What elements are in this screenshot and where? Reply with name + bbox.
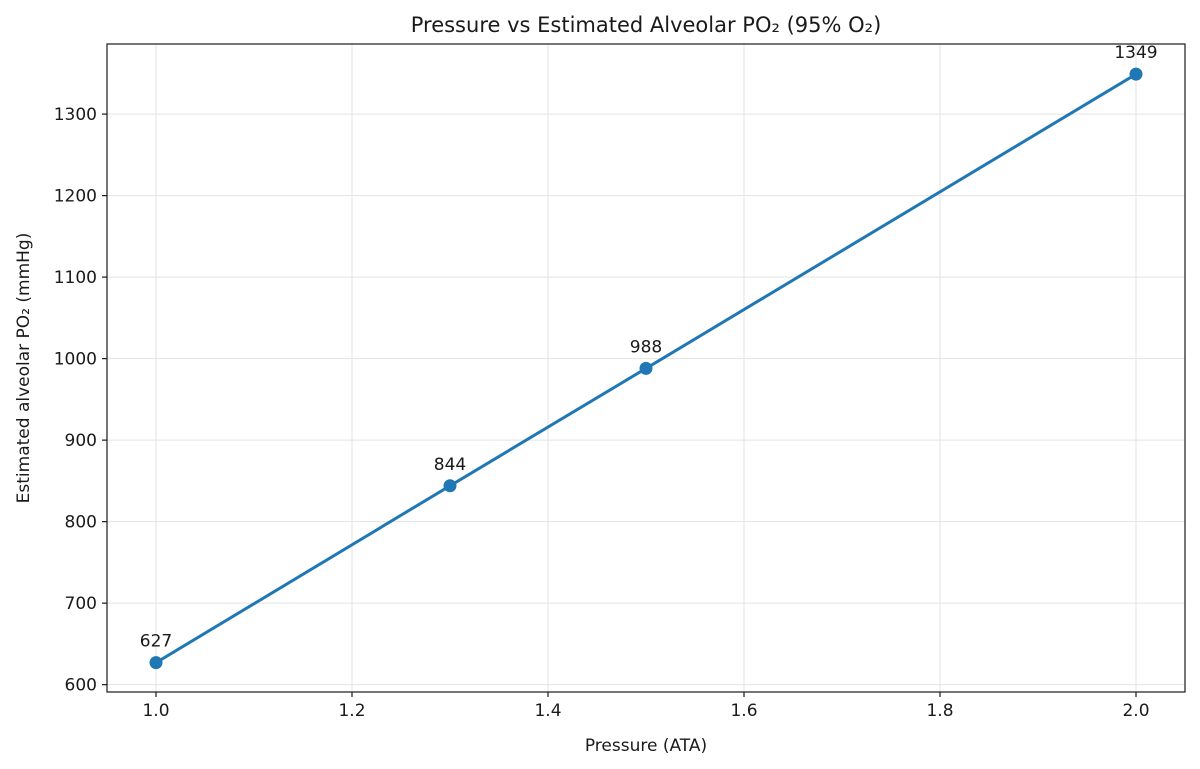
data-point	[149, 656, 163, 670]
x-tick-label: 1.4	[534, 701, 561, 721]
y-tick-label: 1100	[54, 268, 97, 288]
data-point	[639, 361, 653, 375]
x-tick-label: 1.2	[338, 701, 365, 721]
x-tick-label: 1.8	[926, 701, 953, 721]
data-point	[443, 479, 457, 493]
y-tick-label: 1300	[54, 105, 97, 125]
y-tick-label: 1200	[54, 187, 97, 207]
axis-ticks: 1.0 1.2 1.4 1.6 1.8 2.0 600 700 800 900 1000 1100 12…	[54, 105, 1150, 721]
y-axis-label: Estimated alveolar PO₂ (mmHg)	[14, 233, 34, 504]
data-label: 988	[630, 337, 662, 357]
data-label: 1349	[1114, 43, 1157, 63]
y-tick-label: 600	[65, 676, 97, 696]
data-label: 627	[140, 632, 172, 652]
y-tick-label: 700	[65, 594, 97, 614]
x-tick-label: 1.6	[730, 701, 757, 721]
data-label: 844	[434, 455, 466, 475]
x-axis-label: Pressure (ATA)	[585, 736, 707, 756]
series-line	[154, 72, 1138, 665]
chart-title: Pressure vs Estimated Alveolar PO₂ (95% …	[411, 13, 882, 37]
x-tick-label: 2.0	[1122, 701, 1149, 721]
y-tick-label: 1000	[54, 350, 97, 370]
x-tick-label: 1.0	[142, 701, 169, 721]
y-tick-label: 900	[65, 431, 97, 451]
plot-frame	[106, 43, 1186, 693]
y-tick-label: 800	[65, 513, 97, 533]
grid-lines	[107, 44, 1185, 692]
series-layer: 627 844 988 1349	[140, 43, 1158, 670]
data-point	[1129, 67, 1143, 81]
